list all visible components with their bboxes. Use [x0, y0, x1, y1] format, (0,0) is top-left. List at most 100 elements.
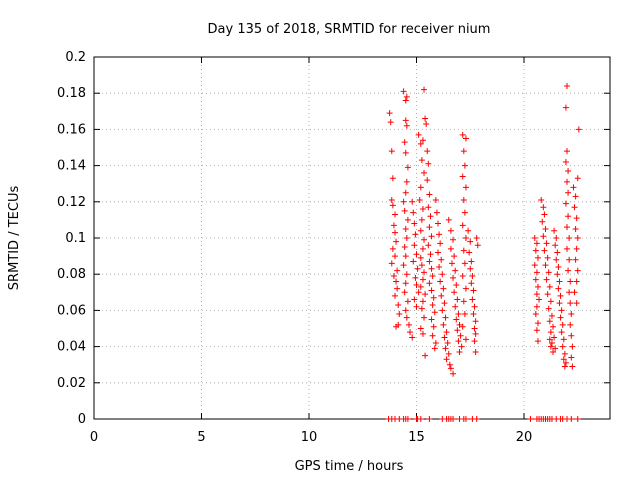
data-point — [465, 227, 472, 234]
data-point — [469, 296, 476, 303]
data-point — [441, 334, 448, 341]
data-point — [411, 220, 418, 227]
data-point — [569, 343, 576, 350]
data-point — [421, 236, 428, 243]
data-point — [422, 115, 429, 122]
data-point — [459, 222, 466, 229]
data-point — [460, 196, 467, 203]
data-point — [402, 225, 409, 232]
data-point — [428, 316, 435, 323]
data-point — [572, 225, 579, 232]
data-point — [454, 327, 461, 334]
y-tick-label: 0 — [78, 412, 86, 427]
data-point — [419, 276, 426, 283]
data-point — [404, 216, 411, 223]
data-point — [543, 240, 550, 247]
data-point — [417, 416, 424, 422]
data-point — [416, 196, 423, 203]
data-point — [424, 177, 431, 184]
data-point — [403, 93, 410, 100]
data-point — [445, 350, 452, 357]
data-point — [564, 245, 570, 252]
data-point — [392, 229, 398, 236]
data-point — [417, 184, 424, 191]
data-point — [469, 273, 476, 280]
data-point — [417, 283, 424, 290]
data-point — [536, 296, 543, 303]
data-point — [462, 336, 469, 343]
data-point — [470, 311, 477, 318]
data-point — [443, 329, 450, 336]
data-point — [574, 235, 581, 241]
data-point — [447, 227, 454, 234]
x-axis-label: GPS time / hours — [295, 459, 404, 474]
data-point — [456, 321, 463, 328]
data-point — [393, 278, 400, 285]
data-point — [401, 139, 408, 146]
data-point — [388, 260, 395, 267]
data-point — [455, 338, 462, 345]
data-point — [460, 247, 467, 254]
data-point — [402, 149, 409, 156]
data-point — [418, 157, 425, 164]
data-point — [429, 332, 436, 339]
data-point — [546, 283, 553, 290]
data-point — [540, 233, 547, 240]
data-point — [565, 213, 572, 220]
data-point — [547, 298, 554, 305]
data-point — [462, 184, 469, 191]
data-point — [574, 416, 581, 422]
data-point — [541, 247, 548, 254]
data-point — [448, 260, 455, 267]
data-point — [572, 193, 579, 200]
data-point — [440, 285, 447, 292]
data-point — [415, 131, 422, 138]
data-point — [461, 162, 468, 169]
data-point — [532, 276, 539, 283]
data-point — [560, 356, 567, 363]
data-point — [429, 301, 436, 308]
data-point — [425, 204, 432, 211]
data-point — [574, 175, 581, 182]
data-point — [451, 289, 458, 296]
data-point — [566, 256, 573, 263]
data-point — [459, 131, 466, 138]
data-point — [533, 303, 540, 310]
data-point — [426, 191, 433, 198]
data-point — [413, 282, 420, 289]
data-point — [409, 334, 416, 341]
y-tick-labels: 0 0.02 0.04 0.06 0.08 0.1 0.12 0.14 0.16 0.18 0.2 — [57, 50, 86, 427]
data-point — [402, 253, 409, 260]
data-point — [452, 303, 459, 310]
data-point — [550, 349, 557, 356]
data-point — [402, 189, 409, 196]
data-point — [392, 211, 398, 218]
data-point — [410, 209, 417, 216]
data-point — [553, 256, 560, 263]
data-point — [462, 285, 469, 292]
data-point — [461, 311, 468, 318]
data-point — [573, 245, 580, 252]
data-point — [556, 278, 563, 285]
data-point — [418, 216, 425, 223]
y-axis-label: SRMTID / TECUs — [7, 186, 22, 291]
data-point — [547, 343, 554, 350]
data-point — [421, 169, 428, 176]
data-point — [393, 238, 400, 245]
data-point — [396, 311, 403, 318]
data-point — [564, 82, 570, 89]
y-tick-label: 0.06 — [57, 303, 86, 318]
data-point — [437, 278, 444, 285]
data-point — [461, 260, 468, 267]
data-point — [554, 271, 561, 278]
data-point — [554, 249, 561, 256]
data-point — [460, 298, 467, 305]
data-point — [557, 292, 564, 299]
data-point — [439, 307, 446, 314]
data-point — [556, 300, 563, 307]
data-point — [412, 231, 419, 238]
data-point — [451, 253, 458, 260]
data-point — [417, 140, 424, 147]
data-point — [419, 298, 426, 305]
data-point — [439, 271, 446, 278]
